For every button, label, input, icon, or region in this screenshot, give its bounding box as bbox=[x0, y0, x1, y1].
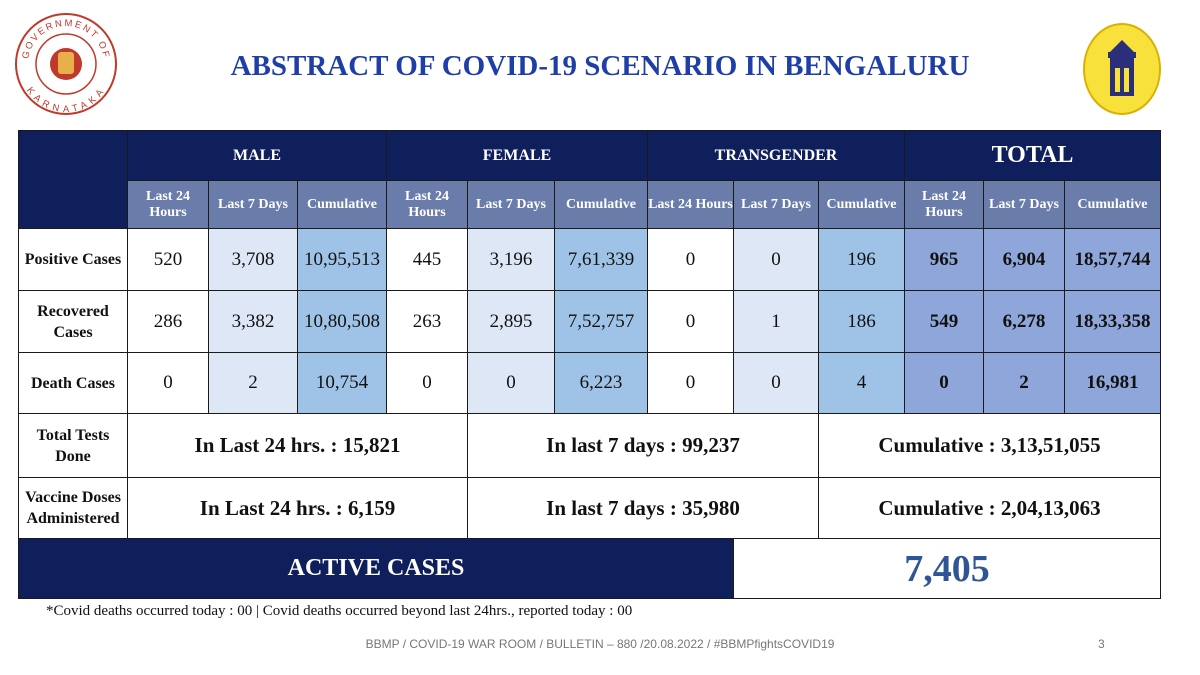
value-cell: 0 bbox=[647, 352, 734, 414]
value-cell: 1 bbox=[733, 290, 819, 353]
footnote: *Covid deaths occurred today : 00 | Covi… bbox=[46, 603, 633, 619]
table-row: Vaccine Doses Administered In Last 24 hrs… bbox=[18, 477, 1161, 539]
value-cell: 2,895 bbox=[467, 290, 555, 353]
footer: BBMP / COVID-19 WAR ROOM / BULLETIN – 88… bbox=[365, 637, 835, 651]
group-header: TOTAL bbox=[904, 130, 1161, 181]
value-cell: 10,754 bbox=[297, 352, 387, 414]
sub-header: Last 7 Days bbox=[208, 180, 298, 229]
sub-header: Last 24 Hours bbox=[904, 180, 984, 229]
value-cell: 10,80,508 bbox=[297, 290, 387, 353]
table-row: Recovered Cases 286 3,382 10,80,508 263 2,895… bbox=[18, 290, 1161, 353]
value-cell: 18,57,744 bbox=[1064, 228, 1161, 291]
value-cell: 196 bbox=[818, 228, 905, 291]
row-label: Death Cases bbox=[18, 352, 128, 414]
active-label: ACTIVE CASES bbox=[18, 538, 734, 599]
value-cell: 520 bbox=[127, 228, 209, 291]
title: ABSTRACT OF COVID-19 SCENARIO IN BENGALU… bbox=[230, 50, 970, 82]
value-cell: 0 bbox=[467, 352, 555, 414]
table-row: Death Cases 0 2 10,754 0 0 6,223 0 0 4 0 2 16,981 bbox=[18, 352, 1161, 414]
value-cell: 7,61,339 bbox=[554, 228, 648, 291]
sub-header: Last 7 Days bbox=[983, 180, 1065, 229]
sub-header: Last 24 Hours bbox=[647, 180, 734, 229]
value-cell: 445 bbox=[386, 228, 468, 291]
value-cell: 3,708 bbox=[208, 228, 298, 291]
sub-header: Last 7 Days bbox=[733, 180, 819, 229]
table-row: MALE FEMALE TRANSGENDER TOTAL bbox=[18, 130, 1161, 229]
value-cell: 18,33,358 bbox=[1064, 290, 1161, 353]
summary-cell: In Last 24 hrs. : 15,821 bbox=[127, 413, 468, 478]
value-cell: 286 bbox=[127, 290, 209, 353]
row-label: Total Tests Done bbox=[18, 413, 128, 478]
table-row: Last 24 Hours Last 7 Days Cumulative Last 2… bbox=[19, 180, 1161, 229]
value-cell: 0 bbox=[733, 352, 819, 414]
table-row: ACTIVE CASES 7,405 bbox=[18, 538, 1161, 599]
group-header: TRANSGENDER bbox=[647, 130, 905, 181]
value-cell: 0 bbox=[386, 352, 468, 414]
summary-cell: In last 7 days : 99,237 bbox=[467, 413, 819, 478]
value-cell: 10,95,513 bbox=[297, 228, 387, 291]
value-cell: 0 bbox=[904, 352, 984, 414]
value-cell: 6,223 bbox=[554, 352, 648, 414]
value-cell: 7,52,757 bbox=[554, 290, 648, 353]
value-cell: 2 bbox=[983, 352, 1065, 414]
value-cell: 2 bbox=[208, 352, 298, 414]
page-number: 3 bbox=[1098, 637, 1105, 651]
row-label: Vaccine Doses Administered bbox=[18, 477, 128, 539]
value-cell: 0 bbox=[647, 228, 734, 291]
value-cell: 0 bbox=[127, 352, 209, 414]
value-cell: 186 bbox=[818, 290, 905, 353]
sub-header: Cumulative bbox=[818, 180, 905, 229]
summary-cell: In last 7 days : 35,980 bbox=[467, 477, 819, 539]
sub-header: Cumulative bbox=[1064, 180, 1161, 229]
summary-cell: Cumulative : 2,04,13,063 bbox=[818, 477, 1161, 539]
value-cell: 0 bbox=[733, 228, 819, 291]
row-label: Positive Cases bbox=[18, 228, 128, 291]
sub-header: Last 24 Hours bbox=[127, 180, 209, 229]
value-cell: 3,196 bbox=[467, 228, 555, 291]
value-cell: 3,382 bbox=[208, 290, 298, 353]
value-cell: 6,278 bbox=[983, 290, 1065, 353]
value-cell: 263 bbox=[386, 290, 468, 353]
value-cell: 965 bbox=[904, 228, 984, 291]
summary-cell: Cumulative : 3,13,51,055 bbox=[818, 413, 1161, 478]
value-cell: 6,904 bbox=[983, 228, 1065, 291]
corner bbox=[18, 130, 128, 229]
sub-header: Cumulative bbox=[297, 180, 387, 229]
value-cell: 0 bbox=[647, 290, 734, 353]
sub-header: Last 24 Hours bbox=[386, 180, 468, 229]
value-cell: 4 bbox=[818, 352, 905, 414]
group-header: MALE bbox=[127, 130, 387, 181]
government-logo: GOVERNMENT OF KARNATAKA bbox=[15, 13, 117, 116]
covid-table: MALE FEMALE TRANSGENDER TOTAL Last 24 Hours L… bbox=[18, 130, 1161, 599]
value-cell: 549 bbox=[904, 290, 984, 353]
bbmp-logo bbox=[1083, 23, 1161, 115]
active-value: 7,405 bbox=[733, 538, 1161, 599]
sub-header: Cumulative bbox=[554, 180, 648, 229]
row-label: Recovered Cases bbox=[18, 290, 128, 353]
table-row: Total Tests Done In Last 24 hrs. : 15,821… bbox=[18, 413, 1161, 478]
sub-header: Last 7 Days bbox=[467, 180, 555, 229]
group-header: FEMALE bbox=[386, 130, 648, 181]
summary-cell: In Last 24 hrs. : 6,159 bbox=[127, 477, 468, 539]
value-cell: 16,981 bbox=[1064, 352, 1161, 414]
table-row: Positive Cases 520 3,708 10,95,513 445 3,196 7… bbox=[18, 228, 1161, 291]
